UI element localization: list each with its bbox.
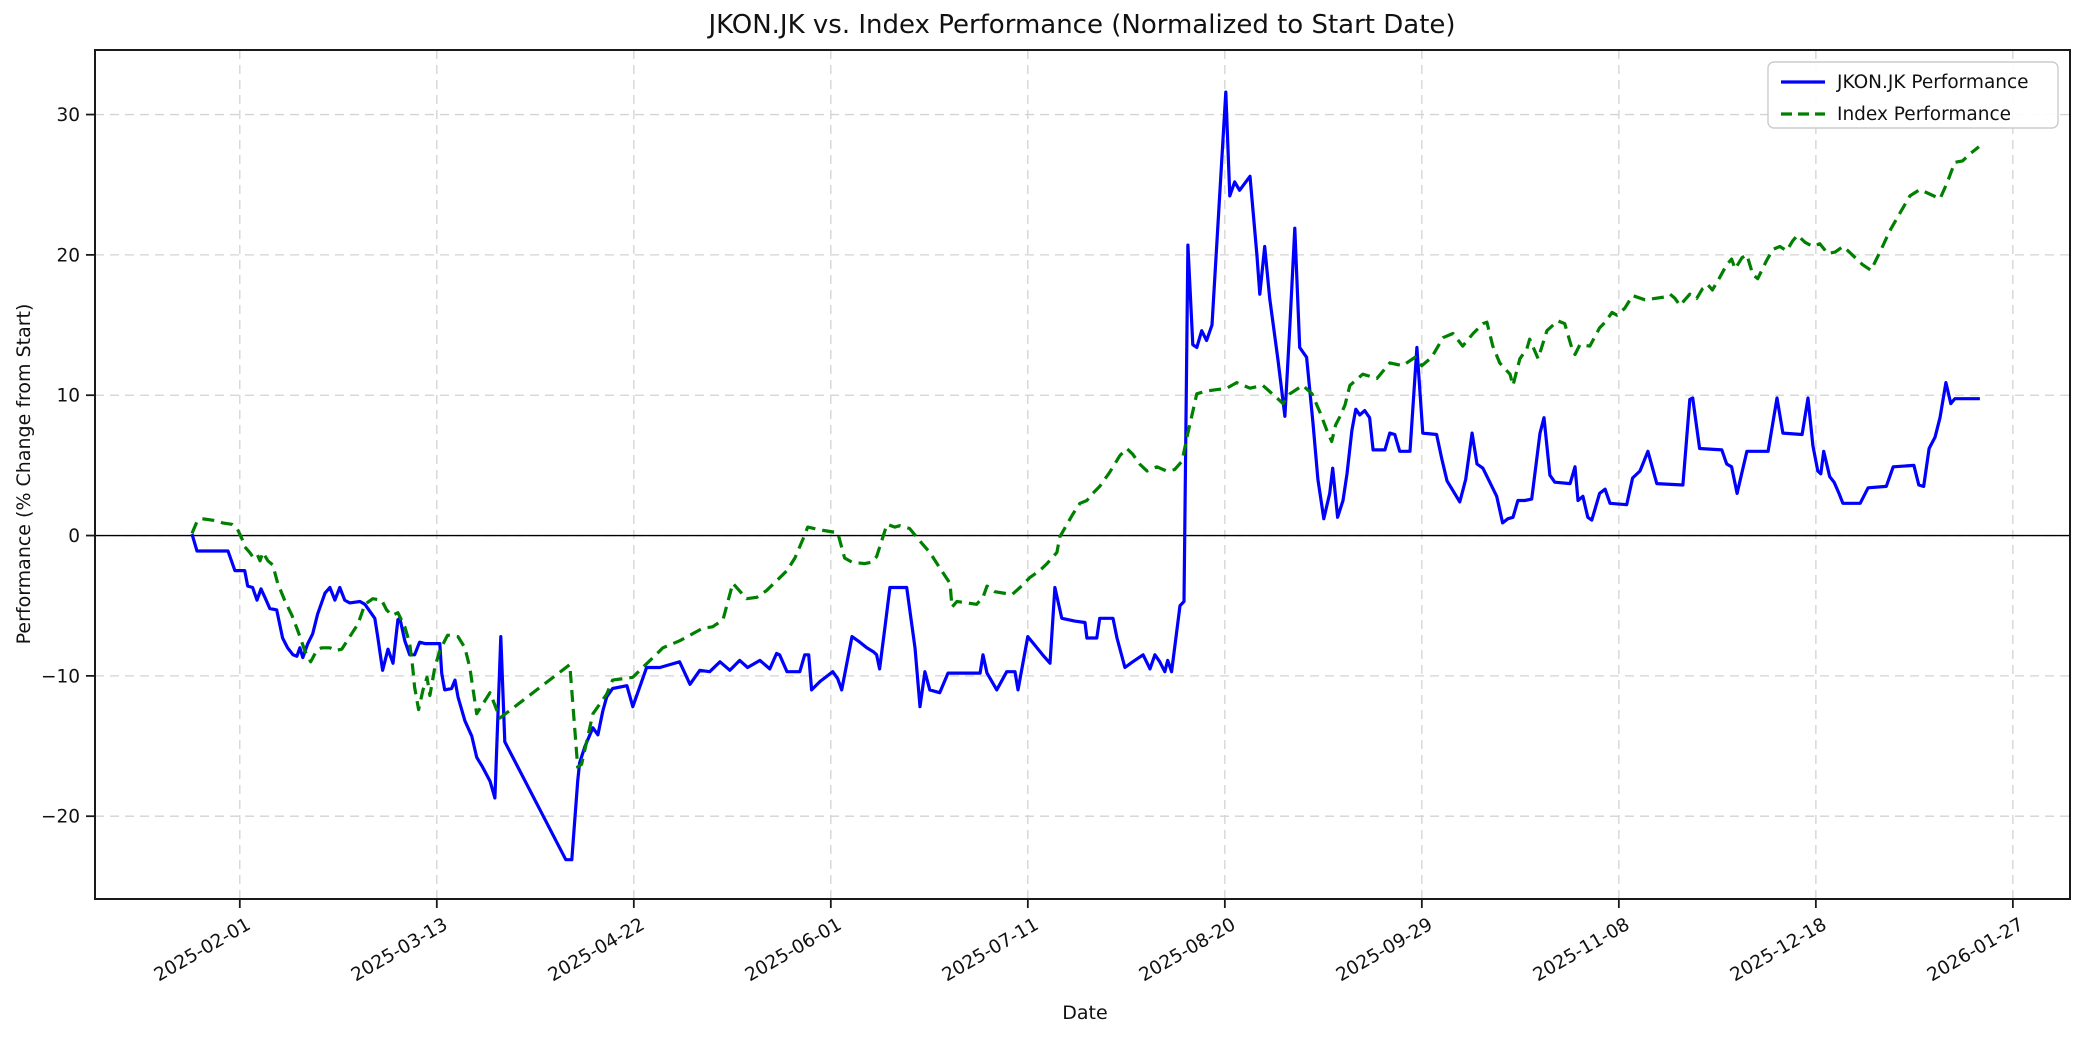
series-line-1 [190, 145, 1980, 769]
ticks-layer: 2025-02-01 2025-03-13 2025-04-22 2025-06-01… [41, 105, 2027, 986]
legend-box [1767, 61, 2059, 129]
plot-border [94, 49, 2071, 900]
x-axis-label: Date [1062, 1002, 1107, 1024]
legend: JKON.JK Performance Index Performance [1767, 61, 2059, 129]
x-tick-label: 2025-03-13 [348, 914, 452, 986]
x-tick-label: 2025-04-22 [545, 914, 649, 986]
x-tick-label: 2025-07-11 [939, 914, 1043, 986]
x-tick-label: 2025-11-08 [1530, 914, 1634, 986]
x-tick-label: 2025-02-01 [151, 914, 255, 986]
x-tick-label: 2025-09-29 [1333, 914, 1437, 986]
series-layer [190, 90, 1980, 862]
series-line-0 [190, 90, 1980, 862]
grid-layer [95, 50, 2070, 899]
x-tick-label: 2025-12-18 [1727, 914, 1831, 986]
legend-label-index: Index Performance [1837, 104, 2011, 125]
y-tick-label: 0 [68, 526, 80, 547]
y-tick-label: −10 [41, 666, 80, 687]
x-tick-label: 2026-01-27 [1924, 914, 2028, 986]
legend-label-jkon: JKON.JK Performance [1836, 72, 2029, 93]
y-tick-label: 10 [56, 386, 80, 407]
y-tick-label: −20 [41, 807, 80, 828]
chart-title: JKON.JK vs. Index Performance (Normalize… [706, 10, 1455, 40]
y-axis-label: Performance (% Change from Start) [13, 304, 35, 645]
x-tick-label: 2025-08-20 [1136, 914, 1240, 986]
y-tick-label: 20 [56, 245, 80, 266]
x-tick-label: 2025-06-01 [742, 914, 846, 986]
y-tick-label: 30 [56, 105, 80, 126]
